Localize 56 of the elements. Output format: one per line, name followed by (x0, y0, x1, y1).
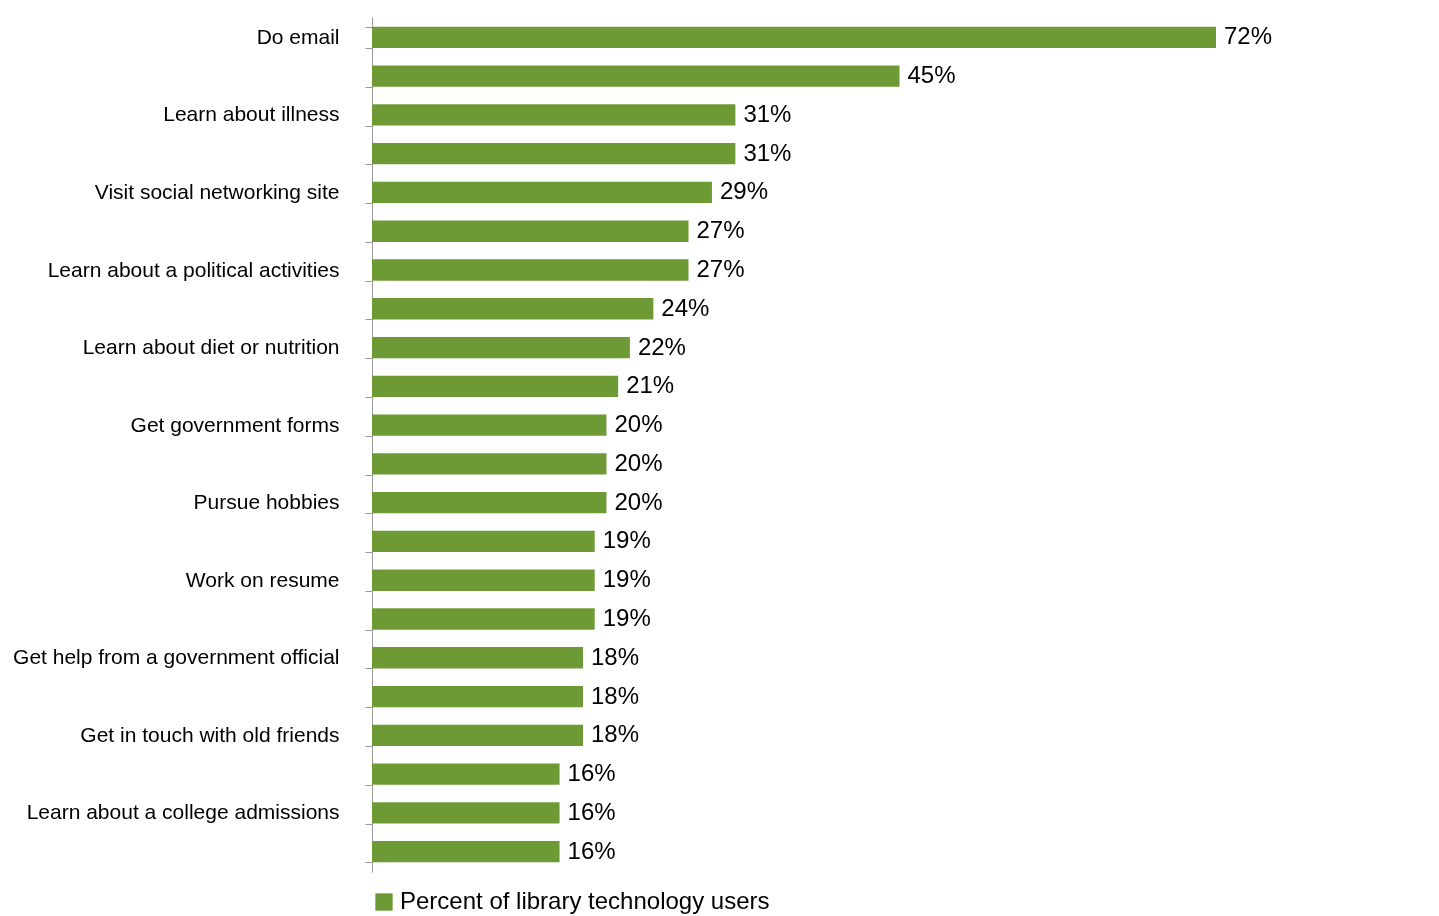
y-tick-label: Learn about a political activities (47, 257, 340, 281)
bar (372, 181, 712, 204)
data-label: 29% (719, 177, 768, 205)
data-label: 19% (602, 565, 651, 593)
bar (372, 375, 619, 397)
data-label: 72% (1224, 22, 1273, 50)
bar (372, 220, 689, 242)
data-label: 31% (743, 138, 792, 166)
y-tick-label: Get help from a government official (13, 645, 340, 669)
y-tick-label: Learn about diet or nutrition (82, 335, 340, 359)
data-label: 19% (602, 526, 651, 554)
bar (372, 414, 607, 436)
data-label: 20% (614, 410, 663, 438)
data-label: 18% (591, 642, 640, 670)
data-label: 24% (661, 293, 710, 321)
data-label: 20% (614, 487, 663, 515)
data-label: 16% (567, 836, 616, 864)
y-tick-label: Visit social networking site (94, 179, 340, 203)
y-tick-label: Pursue hobbies (193, 490, 340, 514)
data-label: 16% (567, 759, 616, 787)
data-label: 18% (591, 681, 640, 709)
bar (372, 259, 689, 281)
bar (372, 608, 595, 630)
bar (372, 802, 560, 824)
bar (372, 569, 595, 591)
data-label: 18% (591, 720, 640, 748)
legend-label: Percent of library technology users (400, 887, 770, 914)
bar (372, 65, 900, 87)
data-label: 22% (637, 332, 686, 360)
y-tick-label: Learn about illness (163, 102, 340, 126)
data-label: 20% (614, 448, 663, 476)
bar (372, 492, 607, 514)
bar (372, 336, 630, 359)
bar (372, 143, 736, 165)
data-label: 27% (696, 255, 745, 283)
data-label: 21% (626, 371, 675, 399)
y-tick-label: Get government forms (130, 412, 340, 436)
bar (372, 453, 607, 475)
data-label: 45% (907, 61, 956, 89)
y-tick-label: Learn about a college admissions (26, 800, 340, 824)
bar (372, 530, 595, 553)
bar (372, 724, 583, 746)
bar (372, 298, 654, 320)
bar (372, 763, 560, 785)
data-label: 16% (567, 797, 616, 825)
bar (372, 685, 583, 708)
bar (372, 104, 736, 126)
bar (372, 840, 560, 863)
data-label: 27% (696, 216, 745, 244)
data-label: 19% (602, 603, 651, 631)
bar (372, 647, 583, 669)
y-tick-label: Work on resume (185, 567, 340, 591)
y-tick-label: Get in touch with old friends (80, 722, 340, 746)
y-tick-label: Do email (256, 24, 340, 48)
bar (372, 26, 1216, 49)
data-label: 31% (743, 99, 792, 127)
